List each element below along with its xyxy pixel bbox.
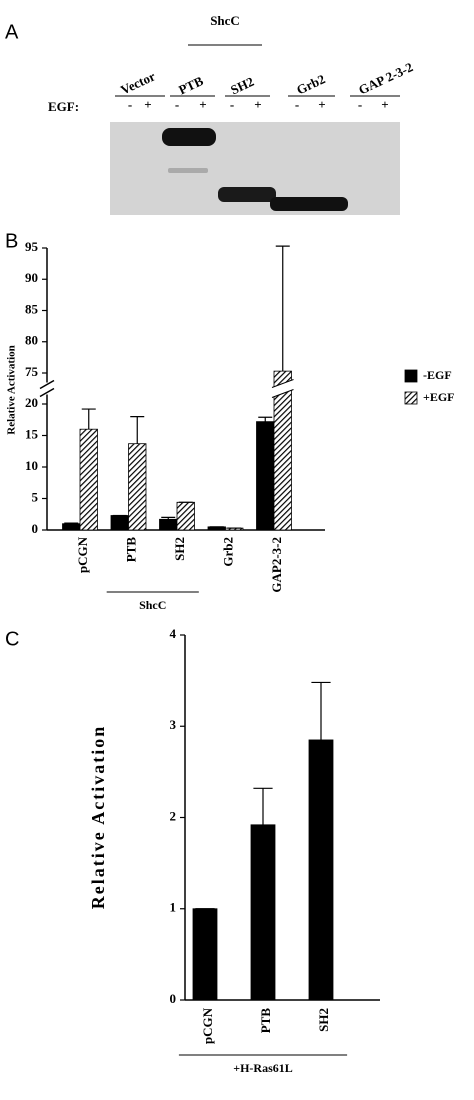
treatment: +: [381, 97, 388, 112]
treatment: -: [358, 97, 362, 112]
treatment: +: [199, 97, 206, 112]
axis-break: [39, 387, 55, 398]
bar: [192, 908, 218, 1001]
egf-label: EGF:: [48, 99, 79, 114]
lane-label: GAP 2-3-2: [356, 59, 415, 97]
error-bar: [81, 408, 96, 430]
treatment: -: [295, 97, 299, 112]
panel-a: A ShcC Vector PTB SH2 Grb2 GAP 2-3-2 EGF…: [5, 13, 415, 215]
y-tick-label: 20: [25, 395, 38, 410]
lane-label: Vector: [118, 68, 157, 97]
treatments: - + - + - + - + - +: [128, 97, 389, 112]
y-axis-label: Relative Activation: [88, 725, 108, 909]
y-tick-label: 3: [170, 717, 177, 732]
panel-label: B: [5, 230, 18, 252]
treatment: -: [128, 97, 132, 112]
legend-swatch: [404, 391, 418, 405]
legend-label: -EGF: [423, 368, 452, 382]
y-tick-label: 4: [170, 626, 177, 641]
bar-break-line: [271, 379, 294, 388]
y-tick-label: 5: [32, 489, 39, 504]
treatment: -: [175, 97, 179, 112]
y-tick-label: 90: [25, 270, 38, 285]
y-tick-label: 0: [32, 521, 39, 536]
y-axis-label: Relative Activation: [6, 345, 18, 435]
bar: [250, 824, 276, 1001]
error-bar: [130, 416, 145, 444]
x-tick-label: pCGN: [200, 1007, 215, 1044]
bar-break-line: [271, 389, 294, 398]
legend-label: +EGF: [423, 390, 455, 404]
x-tick-label: GAP2-3-2: [269, 537, 284, 593]
legend-swatch: [404, 369, 418, 383]
y-tick-label: 95: [25, 239, 39, 254]
bar: [110, 515, 129, 531]
error-bar: [64, 522, 79, 524]
bar: [256, 421, 275, 531]
treatment: +: [318, 97, 325, 112]
group-label: ShcC: [210, 13, 240, 28]
panel-label: A: [5, 21, 19, 43]
error-bar: [258, 416, 273, 422]
x-tick-label: PTB: [258, 1008, 273, 1034]
axis-break: [39, 379, 55, 390]
group-label: +H-Ras61L: [233, 1061, 293, 1075]
bar: [176, 501, 195, 531]
y-tick-label: 80: [25, 333, 38, 348]
x-tick-label: Grb2: [220, 537, 235, 567]
x-tick-label: PTB: [123, 537, 138, 563]
y-tick-label: 0: [170, 991, 177, 1006]
x-tick-label: pCGN: [75, 536, 90, 573]
error-bar: [253, 787, 273, 825]
bar: [79, 428, 98, 531]
bar: [128, 443, 147, 531]
y-tick-label: 1: [170, 900, 177, 915]
y-tick-label: 85: [25, 301, 39, 316]
treatment: +: [254, 97, 261, 112]
y-tick-label: 75: [25, 364, 39, 379]
bar: [308, 739, 334, 1001]
error-bar: [311, 681, 331, 740]
y-tick-label: 10: [25, 458, 38, 473]
lane-label: SH2: [228, 74, 256, 98]
x-tick-label: SH2: [172, 537, 187, 561]
group-label: ShcC: [139, 598, 166, 612]
blot: [110, 122, 400, 215]
x-tick-label: SH2: [316, 1008, 331, 1032]
lane-label: Grb2: [294, 71, 327, 97]
bar: [159, 518, 178, 531]
y-tick-label: 2: [170, 808, 177, 823]
bar: [62, 523, 81, 531]
error-bar: [161, 516, 176, 520]
error-bar: [275, 245, 290, 372]
y-tick-label: 15: [25, 426, 39, 441]
treatment: +: [144, 97, 151, 112]
bar-break: [273, 379, 293, 398]
treatment: -: [230, 97, 234, 112]
panel-label: C: [5, 628, 19, 650]
lane-label: PTB: [176, 73, 206, 97]
